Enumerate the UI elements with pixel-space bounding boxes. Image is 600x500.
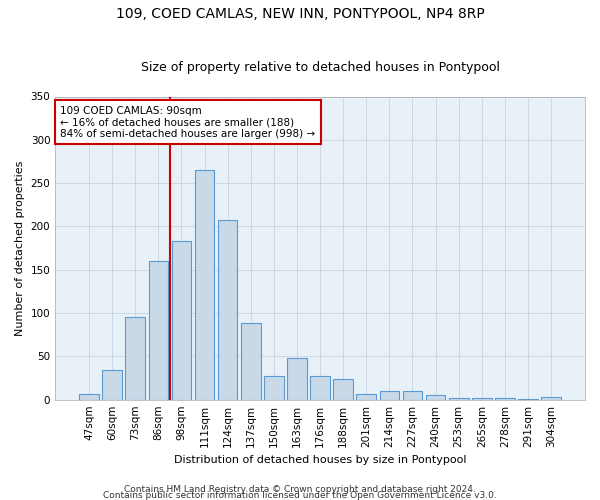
Bar <box>356 394 376 400</box>
Bar <box>334 379 353 400</box>
Bar <box>426 396 445 400</box>
Bar <box>518 399 538 400</box>
Bar <box>541 397 561 400</box>
Bar <box>287 358 307 400</box>
Bar <box>172 241 191 400</box>
Bar <box>103 370 122 400</box>
Text: 109, COED CAMLAS, NEW INN, PONTYPOOL, NP4 8RP: 109, COED CAMLAS, NEW INN, PONTYPOOL, NP… <box>116 8 484 22</box>
Bar <box>264 376 284 400</box>
Title: Size of property relative to detached houses in Pontypool: Size of property relative to detached ho… <box>140 62 500 74</box>
Bar <box>149 261 168 400</box>
Text: Contains public sector information licensed under the Open Government Licence v3: Contains public sector information licen… <box>103 491 497 500</box>
Bar <box>472 398 491 400</box>
Bar <box>495 398 515 400</box>
Bar <box>218 220 238 400</box>
Text: 109 COED CAMLAS: 90sqm
← 16% of detached houses are smaller (188)
84% of semi-de: 109 COED CAMLAS: 90sqm ← 16% of detached… <box>61 106 316 139</box>
Bar <box>449 398 469 400</box>
Text: Contains HM Land Registry data © Crown copyright and database right 2024.: Contains HM Land Registry data © Crown c… <box>124 485 476 494</box>
Bar <box>380 391 399 400</box>
Bar <box>403 391 422 400</box>
Bar <box>125 318 145 400</box>
Y-axis label: Number of detached properties: Number of detached properties <box>15 160 25 336</box>
Bar <box>241 324 260 400</box>
Bar <box>79 394 99 400</box>
X-axis label: Distribution of detached houses by size in Pontypool: Distribution of detached houses by size … <box>174 455 466 465</box>
Bar <box>310 376 330 400</box>
Bar <box>195 170 214 400</box>
